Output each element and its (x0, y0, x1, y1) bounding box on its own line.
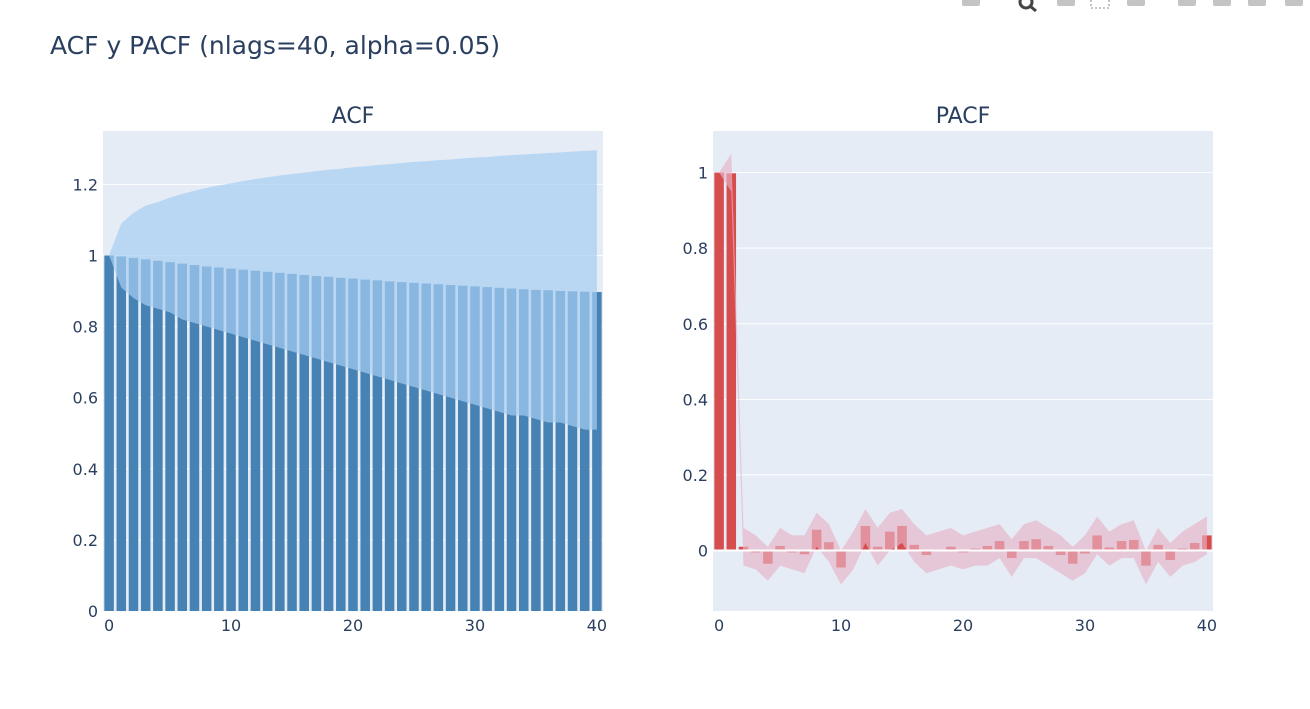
acf-bar-lag-28[interactable] (445, 284, 456, 611)
acf-ytick-label: 1 (88, 246, 98, 265)
acf-bar-lag-10[interactable] (226, 268, 236, 611)
pacf-bar-lag-0[interactable] (714, 172, 724, 551)
acf-bar-lag-9[interactable] (214, 267, 224, 611)
pacf-xtick-label: 10 (831, 616, 851, 635)
pacf-xtick-label: 30 (1075, 616, 1095, 635)
acf-ytick-label: 0.8 (73, 318, 98, 337)
pan-icon[interactable] (1057, 0, 1075, 6)
acf-subplot[interactable]: 0 0.2 0.4 0.6 0.8 1 1.2 0 10 20 30 40 ACF (73, 104, 608, 635)
acf-bar-lag-14[interactable] (275, 272, 285, 611)
box-select-icon[interactable] (1090, 0, 1110, 9)
pacf-xtick-label: 40 (1197, 616, 1217, 635)
acf-bar-lag-6[interactable] (177, 263, 188, 611)
acf-bar-lag-35[interactable] (531, 289, 541, 611)
zoom-out-icon[interactable] (1213, 0, 1231, 6)
acf-xtick-label: 40 (587, 616, 607, 635)
acf-bar-lag-5[interactable] (165, 262, 175, 611)
pacf-xtick-label: 0 (714, 616, 724, 635)
acf-bar-lag-37[interactable] (555, 291, 566, 611)
acf-bar-lag-23[interactable] (384, 281, 395, 611)
acf-bar-lag-25[interactable] (409, 282, 419, 611)
acf-bar-lag-1[interactable] (116, 256, 127, 611)
pacf-xtick-label: 20 (953, 616, 973, 635)
acf-bar-lag-0[interactable] (104, 255, 114, 611)
camera-icon[interactable] (962, 0, 980, 6)
acf-bar-lag-27[interactable] (433, 284, 444, 611)
acf-bar-lag-17[interactable] (311, 276, 322, 611)
acf-xtick-label: 0 (104, 616, 114, 635)
acf-confidence-band (109, 150, 597, 430)
acf-ytick-label: 1.2 (73, 175, 98, 194)
acf-bar-lag-22[interactable] (372, 280, 383, 611)
pacf-confidence-band (719, 153, 1207, 585)
acf-bar-lag-33[interactable] (506, 288, 517, 611)
acf-ytick-label: 0.2 (73, 531, 98, 550)
acf-bar-lag-29[interactable] (458, 285, 468, 611)
zoom-in-icon[interactable] (1178, 0, 1196, 6)
pacf-ytick-label: 0.2 (683, 466, 708, 485)
chart-title: ACF y PACF (nlags=40, alpha=0.05) (50, 31, 501, 60)
acf-bar-lag-30[interactable] (470, 286, 480, 611)
pacf-ytick-label: 0.4 (683, 390, 708, 409)
acf-bar-lag-4[interactable] (153, 260, 163, 611)
acf-bar-lag-39[interactable] (579, 291, 590, 611)
reset-axes-icon[interactable] (1285, 0, 1303, 6)
acf-bar-lag-11[interactable] (238, 269, 248, 611)
acf-xtick-label: 10 (221, 616, 241, 635)
acf-xtick-label: 30 (465, 616, 485, 635)
acf-ytick-label: 0 (88, 602, 98, 621)
zoom-icon[interactable] (1018, 0, 1037, 12)
pacf-subplot-title: PACF (936, 104, 991, 129)
acf-bar-lag-7[interactable] (189, 265, 200, 611)
autoscale-icon[interactable] (1248, 0, 1266, 6)
pacf-bar-lag-1[interactable] (726, 173, 737, 551)
acf-subplot-title: ACF (332, 104, 375, 129)
acf-bar-lag-2[interactable] (128, 257, 139, 611)
acf-bar-lag-32[interactable] (494, 287, 505, 611)
acf-bar-lag-26[interactable] (421, 283, 431, 611)
acf-bar-lag-38[interactable] (567, 291, 578, 611)
modebar[interactable] (930, 0, 1310, 12)
acf-bar-lag-24[interactable] (397, 282, 407, 611)
acf-bar-lag-21[interactable] (360, 279, 370, 611)
lasso-select-icon[interactable] (1127, 0, 1145, 6)
acf-ytick-label: 0.4 (73, 460, 98, 479)
acf-bar-lag-13[interactable] (262, 271, 273, 611)
acf-bar-lag-40[interactable] (592, 292, 602, 611)
acf-bar-lag-12[interactable] (250, 270, 261, 611)
acf-bar-lag-31[interactable] (482, 287, 492, 611)
acf-bar-lag-20[interactable] (348, 278, 358, 611)
pacf-ytick-label: 0.8 (683, 239, 708, 258)
acf-bar-lag-16[interactable] (299, 275, 309, 611)
acf-bar-lag-15[interactable] (287, 273, 297, 611)
acf-xtick-label: 20 (343, 616, 363, 635)
acf-bars (104, 255, 602, 611)
pacf-ytick-label: 0 (698, 542, 708, 561)
acf-bar-lag-19[interactable] (336, 277, 346, 611)
acf-bar-lag-18[interactable] (323, 276, 334, 611)
acf-bar-lag-3[interactable] (140, 259, 151, 611)
pacf-ytick-label: 1 (698, 164, 708, 183)
acf-bar-lag-8[interactable] (201, 266, 212, 611)
acf-bar-lag-36[interactable] (543, 290, 553, 611)
acf-ytick-label: 0.6 (73, 389, 98, 408)
pacf-ytick-label: 0.6 (683, 315, 708, 334)
acf-bar-lag-34[interactable] (518, 289, 529, 611)
